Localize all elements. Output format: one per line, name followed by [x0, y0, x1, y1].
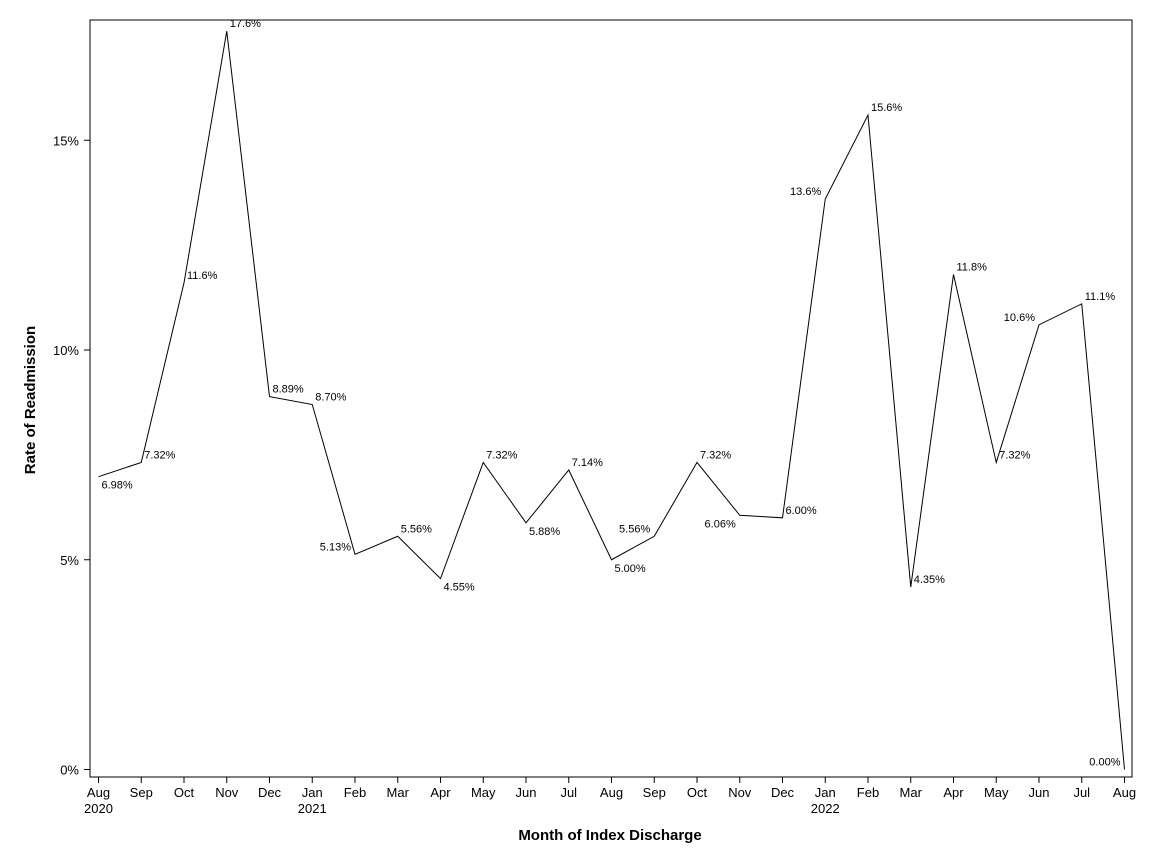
x-tick-year-label: 2020: [84, 801, 113, 816]
data-label: 5.00%: [615, 563, 646, 575]
data-label: 7.14%: [572, 457, 603, 469]
data-labels: 6.98% 7.32% 11.6% 17.6% 8.89% 8.70% 5.13% 5.56%…: [102, 18, 1121, 768]
x-tick-label: Aug: [1113, 785, 1136, 800]
data-label: 11.6%: [187, 270, 218, 282]
data-label: 5.56%: [619, 523, 650, 535]
data-label: 7.32%: [486, 449, 517, 461]
x-tick-label: Feb: [344, 785, 366, 800]
series-line: [98, 31, 1125, 770]
plot-frame: [89, 19, 1133, 778]
data-label: 6.00%: [786, 505, 817, 517]
data-label: 10.6%: [1004, 312, 1035, 324]
data-label: 17.6%: [230, 18, 261, 30]
y-axis: 0% 5% 10% 15%: [53, 133, 90, 778]
x-tick-label: Dec: [258, 785, 282, 800]
x-tick-label: Dec: [771, 785, 795, 800]
y-tick-label: 10%: [53, 343, 79, 358]
x-tick-label: Mar: [387, 785, 410, 800]
data-label: 4.35%: [914, 574, 945, 586]
x-tick-year-label: 2022: [811, 801, 840, 816]
x-tick-label: Feb: [857, 785, 879, 800]
x-tick-label: Apr: [943, 785, 964, 800]
x-tick-label: Oct: [687, 785, 708, 800]
x-tick-label: Oct: [174, 785, 195, 800]
x-tick-label: Jun: [516, 785, 537, 800]
x-tick-label: Jan: [815, 785, 836, 800]
data-label: 6.98%: [102, 480, 133, 492]
x-tick-label: Jul: [1073, 785, 1090, 800]
x-tick-label: Apr: [430, 785, 451, 800]
y-axis-title: Rate of Readmission: [22, 326, 39, 474]
data-label: 8.89%: [273, 384, 304, 396]
data-label: 13.6%: [790, 186, 821, 198]
data-label: 0.00%: [1089, 757, 1120, 769]
x-tick-label: Mar: [900, 785, 923, 800]
data-label: 8.70%: [315, 392, 346, 404]
x-tick-label: Sep: [643, 785, 666, 800]
x-tick-label: Nov: [728, 785, 752, 800]
data-label: 7.32%: [700, 449, 731, 461]
data-label: 5.13%: [320, 541, 351, 553]
data-label: 11.1%: [1085, 291, 1116, 303]
x-tick-label: Nov: [215, 785, 239, 800]
x-tick-year-label: 2021: [298, 801, 327, 816]
data-label: 15.6%: [871, 102, 902, 114]
x-tick-label: Sep: [130, 785, 153, 800]
data-label: 4.55%: [444, 582, 475, 594]
data-label: 7.32%: [144, 449, 175, 461]
x-tick-label: Jul: [560, 785, 577, 800]
x-tick-label: May: [471, 785, 496, 800]
x-tick-label: Aug: [600, 785, 623, 800]
x-axis-title: Month of Index Discharge: [518, 827, 701, 844]
x-tick-label: May: [984, 785, 1009, 800]
y-tick-label: 0%: [60, 763, 79, 778]
x-tick-label: Jun: [1029, 785, 1050, 800]
x-tick-label: Aug: [87, 785, 110, 800]
y-tick-label: 5%: [60, 553, 79, 568]
data-label: 5.56%: [401, 523, 432, 535]
data-label: 5.88%: [529, 526, 560, 538]
data-label: 6.06%: [705, 518, 736, 530]
data-label: 7.32%: [999, 449, 1030, 461]
x-tick-label: Jan: [302, 785, 323, 800]
data-label: 11.8%: [957, 261, 988, 273]
y-tick-label: 15%: [53, 133, 79, 148]
